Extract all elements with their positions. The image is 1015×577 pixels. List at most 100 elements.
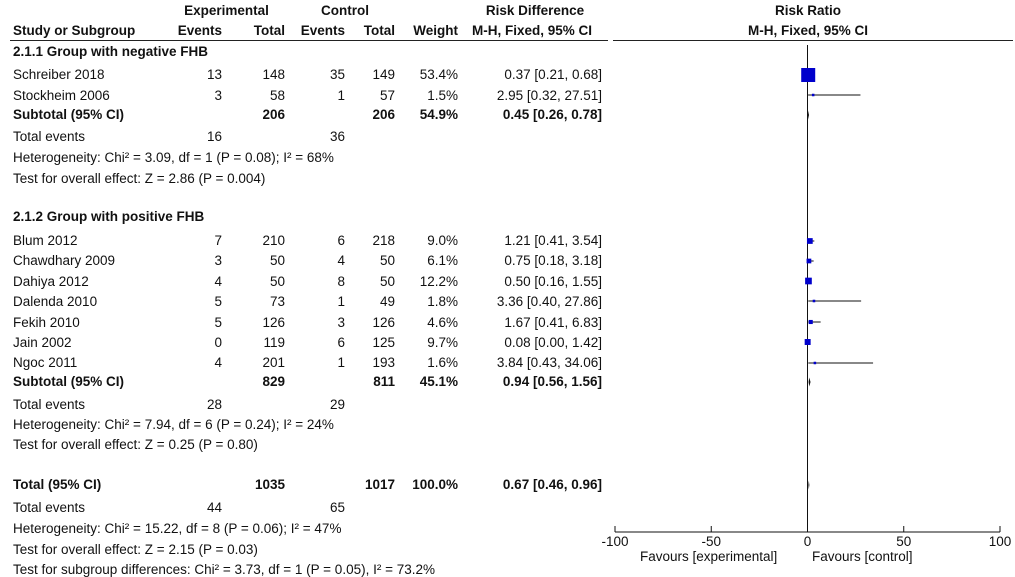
exp-events: 5 — [214, 294, 222, 309]
subtotal-risk-difference: 0.94 [0.56, 1.56] — [502, 374, 602, 389]
exp-total: 50 — [269, 274, 285, 289]
study-name: Chawdhary 2009 — [13, 253, 116, 268]
total-events-label: Total events — [13, 397, 86, 412]
rd-method-header: M-H, Fixed, 95% CI — [472, 23, 593, 38]
heterogeneity-text: Heterogeneity: Chi² = 7.94, df = 6 (P = … — [13, 417, 334, 432]
exp-events: 7 — [214, 233, 222, 248]
ctrl-events: 1 — [337, 88, 345, 103]
subtotal-label: Subtotal (95% CI) — [13, 107, 125, 122]
study-estimate-marker — [801, 68, 816, 82]
study-estimate-marker — [813, 361, 817, 365]
ctrl-total: 193 — [372, 355, 395, 370]
study-estimate-marker — [808, 319, 813, 325]
exp-total: 126 — [262, 315, 285, 330]
risk-difference: 3.84 [0.43, 34.06] — [496, 355, 602, 370]
overall-effect-text: Test for overall effect: Z = 0.25 (P = 0… — [13, 437, 258, 452]
total-events-label: Total events — [13, 500, 86, 515]
weight: 6.1% — [427, 253, 458, 268]
ctrl-total: 50 — [379, 253, 395, 268]
risk-difference: 1.21 [0.41, 3.54] — [504, 233, 602, 248]
exp-total: 119 — [263, 335, 285, 350]
study-estimate-marker — [812, 299, 816, 303]
weight: 4.6% — [427, 315, 458, 330]
total-events-ctrl: 65 — [329, 500, 345, 515]
study-name: Stockheim 2006 — [13, 88, 110, 103]
exp-total: 73 — [269, 294, 285, 309]
total-exp-total: 1035 — [254, 477, 285, 492]
ctrl-events: 8 — [337, 274, 345, 289]
ctrl-total: 149 — [372, 67, 395, 82]
risk-difference: 3.36 [0.40, 27.86] — [496, 294, 602, 309]
subtotal-ctrl-total: 206 — [372, 107, 395, 122]
favours-experimental-label: Favours [experimental] — [640, 549, 778, 564]
summary-diamond — [808, 480, 810, 490]
study-name: Dalenda 2010 — [13, 294, 98, 309]
x-axis-tick-label: 50 — [896, 534, 911, 549]
study-estimate-marker — [805, 277, 812, 285]
exp-events: 4 — [214, 355, 222, 370]
favours-control-label: Favours [control] — [812, 549, 913, 564]
x-axis-tick-label: 100 — [989, 534, 1012, 549]
exp-events-header: Events — [177, 23, 222, 38]
exp-total: 148 — [262, 67, 285, 82]
subtotal-exp-total: 206 — [262, 107, 285, 122]
weight: 1.5% — [427, 88, 458, 103]
x-axis-tick-label: -50 — [701, 534, 721, 549]
total-label: Total (95% CI) — [13, 477, 102, 492]
study-estimate-marker — [811, 93, 815, 97]
total-events-exp: 28 — [206, 397, 222, 412]
total-events-exp: 16 — [206, 129, 222, 144]
subgroup-differences-text: Test for subgroup differences: Chi² = 3.… — [13, 562, 435, 577]
risk-difference: 1.67 [0.41, 6.83] — [504, 315, 602, 330]
exp-total: 50 — [269, 253, 285, 268]
ctrl-events: 1 — [337, 355, 345, 370]
header-rule — [10, 40, 608, 41]
weight: 53.4% — [419, 67, 458, 82]
heterogeneity-text: Heterogeneity: Chi² = 3.09, df = 1 (P = … — [13, 150, 334, 165]
risk-ratio-header: Risk Ratio — [774, 3, 842, 18]
exp-total: 210 — [262, 233, 285, 248]
study-name: Schreiber 2018 — [13, 67, 105, 82]
exp-total-header: Total — [253, 23, 285, 38]
ctrl-events: 1 — [337, 294, 345, 309]
ctrl-total: 126 — [372, 315, 395, 330]
total-events-exp: 44 — [206, 500, 222, 515]
exp-events: 3 — [214, 88, 222, 103]
ctrl-events: 6 — [337, 335, 345, 350]
subtotal-weight: 45.1% — [419, 374, 458, 389]
study-name: Ngoc 2011 — [13, 355, 78, 370]
total-events-ctrl: 29 — [329, 397, 345, 412]
ctrl-events: 35 — [329, 67, 345, 82]
rr-method-header: M-H, Fixed, 95% CI — [747, 23, 869, 38]
ctrl-events: 6 — [337, 233, 345, 248]
ctrl-total: 57 — [379, 88, 395, 103]
weight: 12.2% — [419, 274, 458, 289]
exp-total: 58 — [269, 88, 285, 103]
subtotal-weight: 54.9% — [419, 107, 458, 122]
overall-effect-text: Test for overall effect: Z = 2.15 (P = 0… — [13, 542, 258, 557]
subtotal-exp-total: 829 — [262, 374, 285, 389]
exp-events: 3 — [214, 253, 222, 268]
ctrl-events: 4 — [337, 253, 345, 268]
weight: 1.8% — [427, 294, 458, 309]
study-name: Jain 2002 — [13, 335, 72, 350]
x-axis-tick-label: -100 — [601, 534, 628, 549]
plot-header-rule — [613, 40, 1013, 41]
total-risk-difference: 0.67 [0.46, 0.96] — [502, 477, 602, 492]
weight-header: Weight — [413, 23, 458, 38]
ctrl-events-header: Events — [300, 23, 345, 38]
risk-difference: 0.75 [0.18, 3.18] — [504, 253, 602, 268]
weight: 1.6% — [427, 355, 458, 370]
risk-difference: 2.95 [0.32, 27.51] — [496, 88, 602, 103]
weight: 9.7% — [427, 335, 458, 350]
group-title: 2.1.1 Group with negative FHB — [13, 44, 209, 59]
overall-effect-text: Test for overall effect: Z = 2.86 (P = 0… — [13, 171, 266, 186]
exp-total: 201 — [262, 355, 285, 370]
ctrl-total: 218 — [372, 233, 395, 248]
study-name: Fekih 2010 — [13, 315, 80, 330]
subtotal-label: Subtotal (95% CI) — [13, 374, 125, 389]
total-events-ctrl: 36 — [329, 129, 345, 144]
ctrl-total: 125 — [372, 335, 395, 350]
control-header: Control — [321, 3, 369, 18]
